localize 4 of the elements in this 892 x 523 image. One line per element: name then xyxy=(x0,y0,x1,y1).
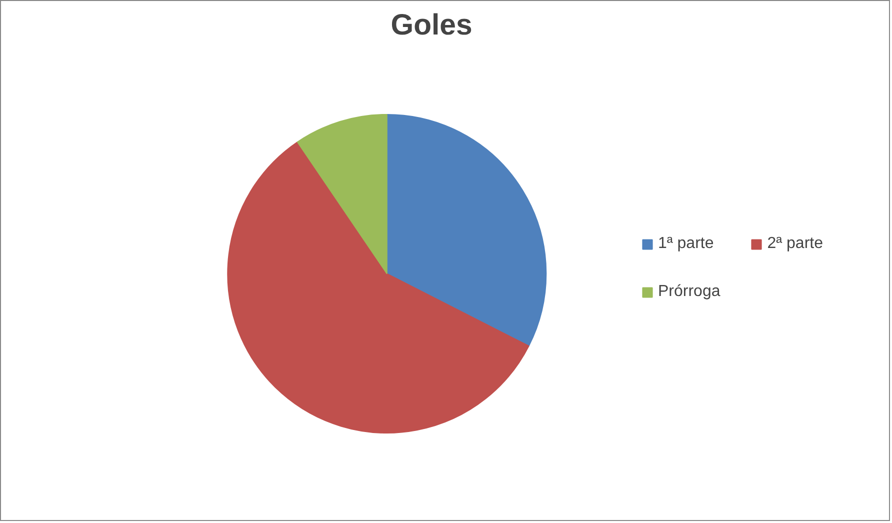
legend-label: 2ª parte xyxy=(767,235,823,253)
legend-label: 1ª parte xyxy=(658,235,714,253)
chart-title: Goles xyxy=(390,8,472,42)
legend-label: Prórroga xyxy=(658,283,720,301)
